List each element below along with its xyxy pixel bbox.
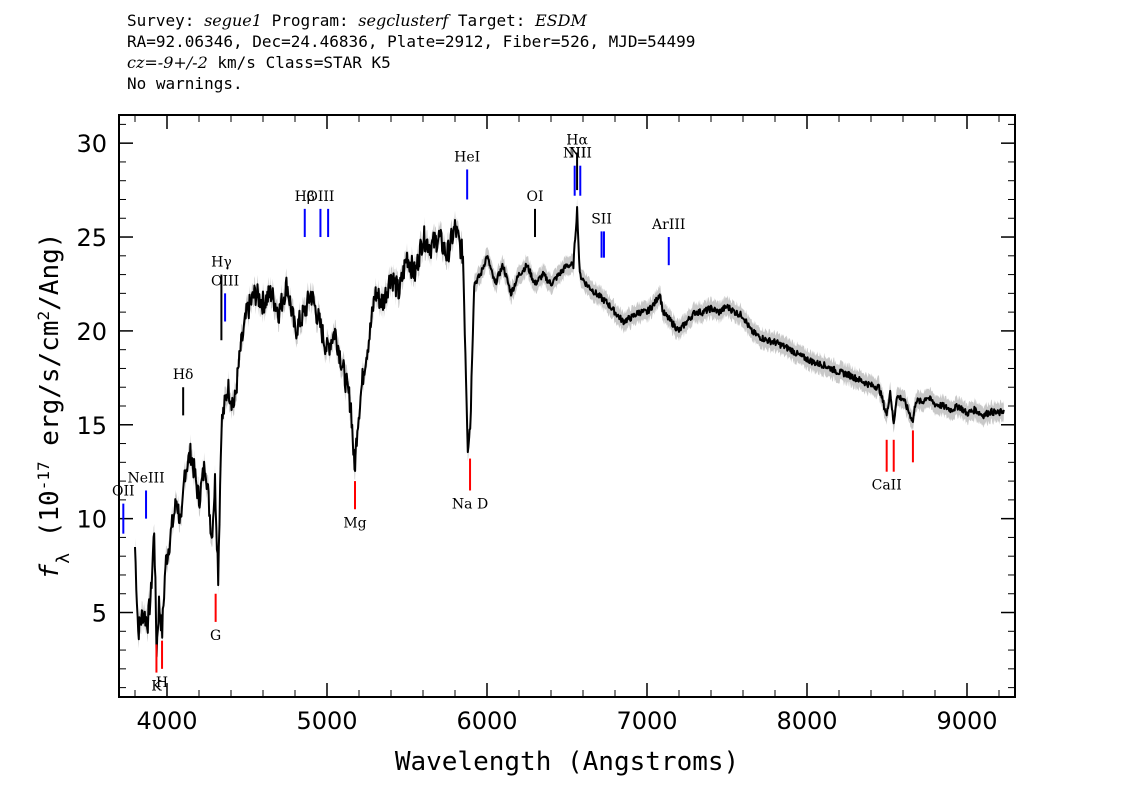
emission-line-label: NII (563, 146, 586, 162)
x-tick-label: 9000 (936, 707, 997, 735)
x-tick-label: 5000 (296, 707, 357, 735)
emission-line-label: OI (526, 189, 543, 205)
axis-ticks (119, 115, 1015, 697)
header-line-coordinates: RA=92.06346, Dec=24.46836, Plate=2912, F… (127, 32, 696, 51)
redshift-value: cz=-9+/-2 (127, 53, 208, 72)
emission-line-label: OII (112, 484, 135, 500)
emission-line-label: NII (569, 146, 592, 162)
class-value: km/s Class=STAR K5 (217, 53, 391, 72)
survey-value: segue1 (204, 11, 262, 30)
absorption-line-label: G (210, 628, 221, 644)
target-value: ESDM (535, 11, 587, 30)
x-tick-label: 8000 (776, 707, 837, 735)
survey-label: Survey: (127, 11, 195, 30)
emission-line-label: SII (591, 211, 612, 227)
spectrum-series (134, 206, 1005, 658)
emission-line-label: OIII (211, 273, 239, 289)
x-tick-label: 4000 (136, 707, 197, 735)
y-tick-label: 15 (76, 412, 107, 440)
spectrum-header: Survey: segue1 Program: segclusterf Targ… (127, 10, 695, 94)
x-tick-label: 6000 (456, 707, 517, 735)
emission-line-label: OIII (306, 189, 334, 205)
absorption-line-label: K (151, 679, 162, 695)
emission-line-label: Hγ (211, 255, 232, 271)
absorption-line-label: CaII (872, 478, 902, 494)
emission-line-label: NeIII (127, 470, 164, 486)
y-tick-label: 25 (76, 224, 107, 252)
program-value: segclusterf (358, 11, 449, 30)
absorption-line-label: Mg (343, 515, 366, 531)
x-axis-title: Wavelength (Angstroms) (395, 747, 739, 777)
emission-line-label: Hδ (173, 367, 194, 383)
y-tick-label: 5 (92, 600, 107, 628)
absorption-line-label: H (156, 675, 168, 691)
absorption-line-label: Na D (452, 496, 488, 512)
emission-line-label: Hα (566, 133, 588, 149)
header-line-survey: Survey: segue1 Program: segclusterf Targ… (127, 10, 695, 31)
plot-frame (118, 114, 1016, 698)
target-label: Target: (457, 11, 526, 30)
emission-line-label: ArIII (651, 217, 685, 233)
y-tick-label: 20 (76, 318, 107, 346)
header-line-warnings: No warnings. (127, 74, 243, 93)
program-label: Program: (271, 11, 349, 30)
header-line-redshift: cz=-9+/-2 km/s Class=STAR K5 (127, 52, 695, 73)
y-tick-label: 10 (76, 506, 107, 534)
emission-line-label: Hβ (295, 189, 315, 205)
y-axis-title: fλ (10-17 erg/s/cm2/Ang) (34, 233, 74, 580)
y-tick-label: 30 (76, 130, 107, 158)
emission-line-label: HeI (454, 149, 480, 165)
spectrum-line (134, 206, 1005, 658)
tick-labels: 4000 5000 6000 7000 8000 9000 5 10 15 20 25 30 (76, 130, 997, 735)
x-tick-label: 7000 (616, 707, 677, 735)
